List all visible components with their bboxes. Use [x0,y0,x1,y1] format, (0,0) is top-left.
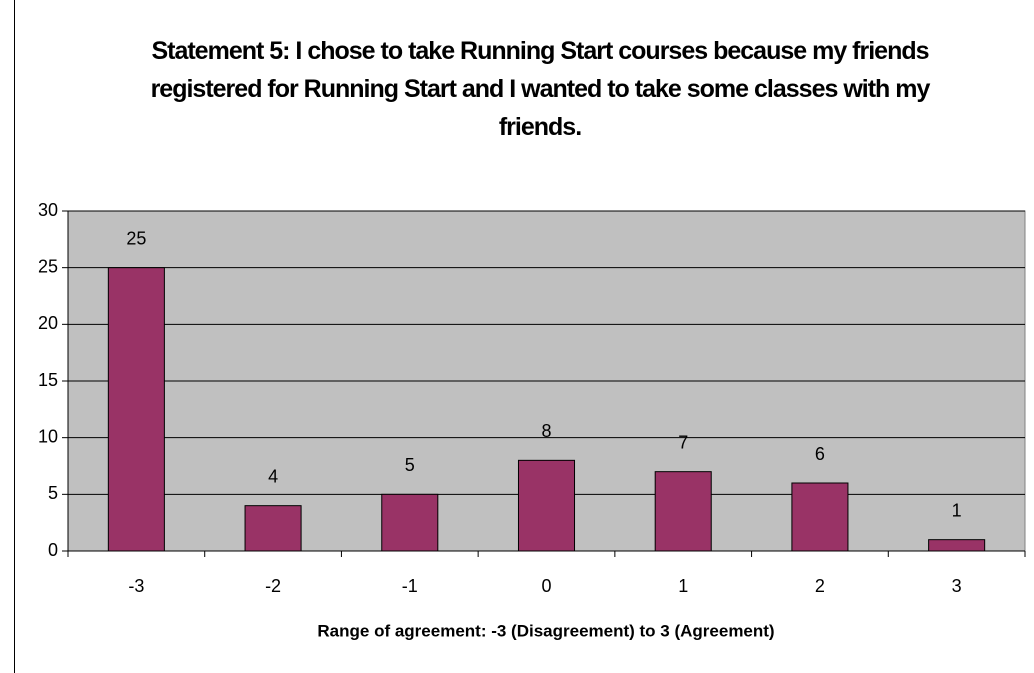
bar [654,471,712,552]
value-label: 4 [268,466,278,486]
y-tick-label: 15 [38,370,58,390]
y-tick-label: 10 [38,426,58,446]
x-tick-label: 1 [678,576,688,596]
y-tick-label: 5 [48,483,58,503]
y-tick-label: 20 [38,313,58,333]
bar [517,459,576,552]
value-label: 25 [126,228,146,248]
x-tick-label: 0 [541,576,551,596]
bar [244,505,302,552]
x-tick-label: 2 [815,576,825,596]
y-tick-label: 30 [38,200,58,220]
value-label: 8 [541,421,551,441]
chart-title: Statement 5: I chose to take Running Sta… [150,37,931,141]
bar [791,482,849,552]
x-tick-label: -2 [265,576,281,596]
y-tick-label: 25 [38,256,58,276]
value-label: 6 [815,444,825,464]
bar [928,539,986,552]
y-tick-label: 0 [48,540,58,560]
bar [381,493,439,552]
x-axis-label: Range of agreement: -3 (Disagreement) to… [317,621,774,640]
bar [107,267,165,552]
x-tick-label: -1 [402,576,418,596]
x-tick-label: -3 [128,576,144,596]
value-label: 5 [405,455,415,475]
value-label: 7 [678,432,688,452]
x-tick-label: 3 [952,576,962,596]
value-label: 1 [952,500,962,520]
